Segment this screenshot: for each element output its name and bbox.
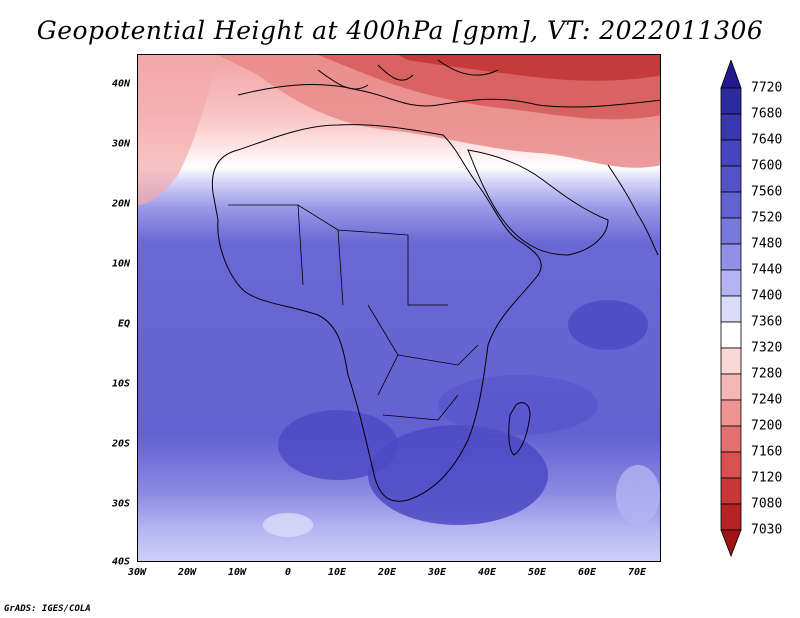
- colorbar-segment: [720, 217, 742, 245]
- colorbar: [720, 60, 742, 558]
- colorbar-level-label: 7200: [751, 418, 783, 434]
- lon-label-70e: 70E: [627, 567, 647, 578]
- colorbar-segment: [720, 347, 742, 375]
- colorbar-segment: [720, 321, 742, 349]
- colorbar-segment: [720, 295, 742, 323]
- lon-label-60e: 60E: [577, 567, 597, 578]
- colorbar-segment: [720, 243, 742, 271]
- colorbar-segment: [720, 503, 742, 531]
- lon-label-40e: 40E: [477, 567, 497, 578]
- colorbar-segment: [720, 477, 742, 505]
- colorbar-level-label: 7080: [751, 496, 783, 512]
- colorbar-segment: [720, 87, 742, 115]
- lat-label-10n: 10N: [111, 258, 130, 270]
- lat-label-40n: 40N: [111, 78, 130, 90]
- colorbar-level-label: 7720: [751, 80, 783, 96]
- lat-label-30n: 30N: [111, 138, 130, 150]
- colorbar-min-arrow: [720, 529, 742, 558]
- colorbar-level-label: 7320: [751, 340, 783, 356]
- footer-credit: GrADS: IGES/COLA: [4, 604, 91, 614]
- lat-label-eq: EQ: [117, 318, 130, 330]
- lon-label-30w: 30W: [127, 567, 147, 578]
- lat-label-20n: 20N: [111, 198, 130, 210]
- colorbar-segment: [720, 373, 742, 401]
- colorbar-segment: [720, 451, 742, 479]
- colorbar-level-label: 7480: [751, 236, 783, 252]
- colorbar-level-label: 7160: [751, 444, 783, 460]
- colorbar-segment: [720, 269, 742, 297]
- lon-label-20w: 20W: [177, 567, 197, 578]
- colorbar-level-label: 7520: [751, 210, 783, 226]
- colorbar-level-label: 7560: [751, 184, 783, 200]
- lat-label-20s: 20S: [111, 438, 130, 450]
- colorbar-segment: [720, 399, 742, 427]
- colorbar-segment: [720, 139, 742, 167]
- lon-label-20e: 20E: [377, 567, 397, 578]
- colorbar-segment: [720, 191, 742, 219]
- map-panel: [137, 54, 661, 562]
- geopotential-field: [138, 55, 660, 561]
- lat-label-30s: 30S: [111, 498, 130, 510]
- colorbar-level-label: 7680: [751, 106, 783, 122]
- colorbar-segment: [720, 165, 742, 193]
- lon-label-10e: 10E: [327, 567, 347, 578]
- colorbar-level-label: 7400: [751, 288, 783, 304]
- colorbar-level-label: 7640: [751, 132, 783, 148]
- colorbar-level-label: 7240: [751, 392, 783, 408]
- colorbar-level-label: 7030: [751, 522, 783, 538]
- lat-label-40s: 40S: [111, 556, 130, 568]
- colorbar-max-arrow: [720, 60, 742, 89]
- lon-label-30e: 30E: [427, 567, 447, 578]
- map-title: Geopotential Height at 400hPa [gpm], VT:…: [36, 16, 764, 45]
- lon-label-10w: 10W: [227, 567, 247, 578]
- lon-label-50e: 50E: [527, 567, 547, 578]
- colorbar-level-label: 7360: [751, 314, 783, 330]
- lon-label-0: 0: [284, 567, 292, 578]
- colorbar-level-label: 7600: [751, 158, 783, 174]
- colorbar-segment: [720, 113, 742, 141]
- colorbar-level-label: 7440: [751, 262, 783, 278]
- colorbar-level-label: 7280: [751, 366, 783, 382]
- lat-label-10s: 10S: [111, 378, 130, 390]
- colorbar-segment: [720, 425, 742, 453]
- colorbar-level-label: 7120: [751, 470, 783, 486]
